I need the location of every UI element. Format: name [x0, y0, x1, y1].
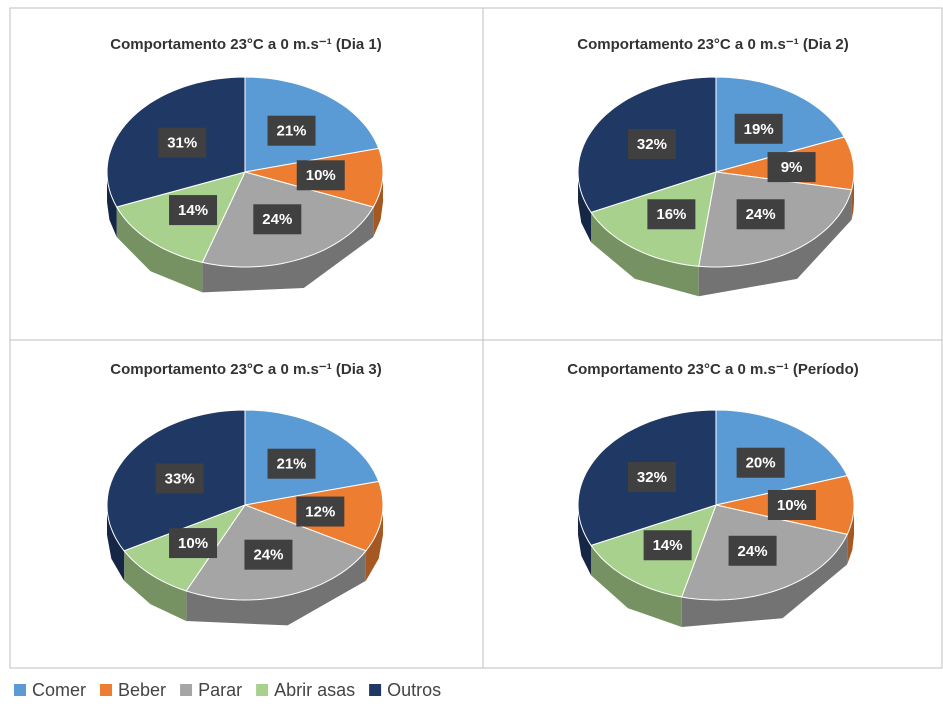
label-box [296, 496, 345, 527]
slice-side [698, 189, 852, 297]
data-label: 24% [746, 206, 776, 223]
slice-side [124, 550, 187, 621]
data-label: 21% [277, 123, 307, 140]
slice-side [373, 172, 383, 237]
label-box [736, 199, 785, 230]
label-box [155, 463, 204, 494]
slice-side [202, 207, 374, 293]
label-box [734, 113, 783, 144]
legend-label: Comer [32, 680, 86, 700]
label-box [728, 535, 777, 566]
legend-swatch [14, 684, 26, 696]
data-label: 10% [306, 167, 336, 184]
slice-side [107, 172, 117, 237]
legend-swatch [100, 684, 113, 696]
slice-side [591, 545, 682, 627]
label-box [244, 539, 293, 570]
chart-title: Comportamento 23°C a 0 m.s⁻¹ (Dia 3) [110, 361, 381, 378]
data-label: 20% [746, 455, 776, 472]
slice-side [847, 505, 854, 565]
label-box [169, 528, 218, 559]
slice-side [186, 550, 366, 626]
data-label: 33% [165, 470, 195, 487]
data-label: 14% [653, 537, 683, 554]
label-box [253, 204, 302, 235]
label-box [647, 199, 696, 230]
data-label: 24% [253, 547, 283, 564]
data-label: 31% [167, 135, 197, 152]
label-box [736, 447, 785, 478]
chart-title: Comportamento 23°C a 0 m.s⁻¹ (Dia 2) [577, 36, 848, 53]
slice-side [681, 534, 848, 627]
data-label: 32% [637, 136, 667, 153]
slice-side [107, 505, 125, 581]
data-label: 10% [178, 535, 208, 552]
data-label: 19% [744, 121, 774, 138]
grid-frame [9, 7, 943, 669]
legend-label: Abrir asas [274, 680, 355, 700]
legend-label: Parar [198, 680, 242, 700]
slice-side [116, 207, 203, 293]
legend-label: Outros [387, 680, 441, 700]
data-label: 16% [656, 206, 686, 223]
slice-side [578, 172, 592, 243]
label-box [158, 127, 207, 158]
label-box [767, 152, 816, 183]
slice-side [578, 505, 592, 576]
slice-side [591, 212, 699, 297]
label-box [267, 115, 316, 146]
chart-title: Comportamento 23°C a 0 m.s⁻¹ (Dia 1) [110, 36, 381, 53]
legend-swatch [369, 684, 382, 696]
label-box [169, 195, 218, 226]
legend-swatch [180, 684, 193, 696]
label-box [267, 448, 316, 479]
chart-title: Comportamento 23°C a 0 m.s⁻¹ (Período) [567, 361, 858, 378]
label-box [767, 490, 816, 520]
slice-side [365, 505, 383, 581]
data-label: 12% [305, 504, 335, 521]
data-label: 14% [178, 202, 208, 219]
slice-side [851, 172, 854, 220]
label-box [627, 462, 676, 493]
label-box [296, 160, 345, 191]
data-label: 32% [637, 469, 667, 486]
data-label: 10% [777, 497, 807, 514]
label-box [627, 129, 676, 160]
legend-label: Beber [118, 680, 166, 700]
legend-swatch [256, 684, 269, 696]
label-box [643, 530, 692, 561]
data-label: 9% [781, 159, 803, 176]
data-label: 24% [262, 211, 292, 228]
data-label: 21% [277, 456, 307, 473]
data-label: 24% [738, 543, 768, 560]
